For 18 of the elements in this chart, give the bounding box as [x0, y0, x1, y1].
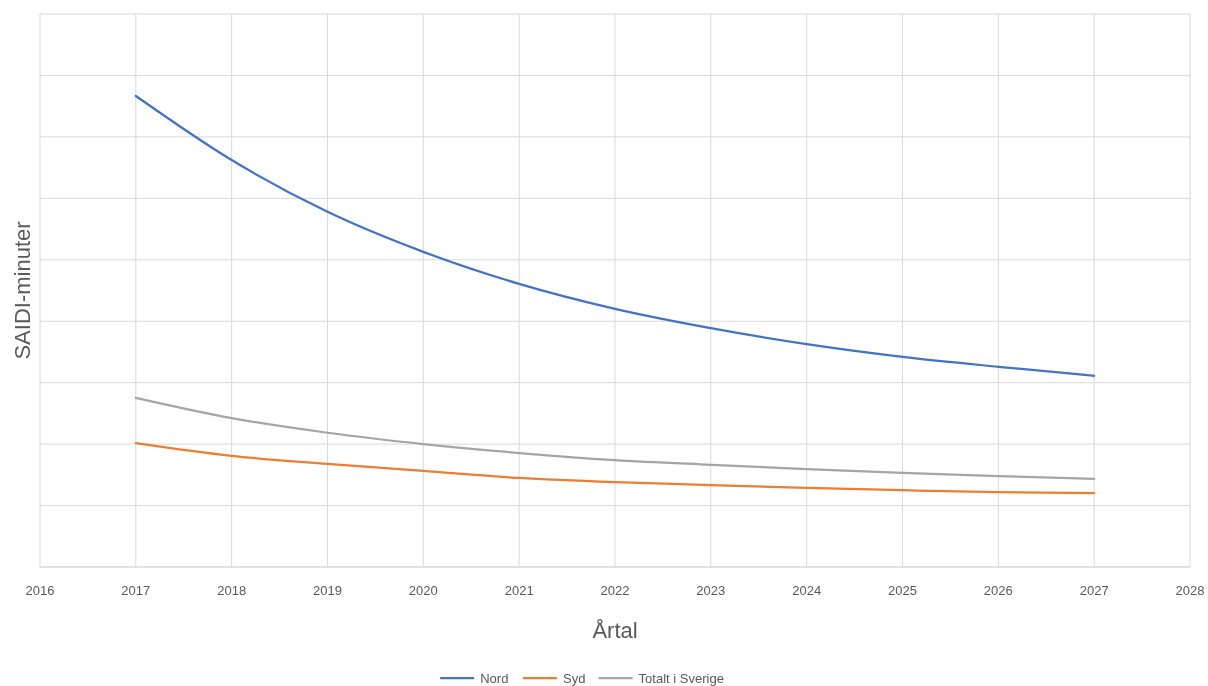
- x-tick-label: 2017: [121, 583, 151, 598]
- x-tick-label: 2018: [217, 583, 247, 598]
- x-tick-label: 2016: [25, 583, 55, 598]
- x-tick-label: 2024: [792, 583, 822, 598]
- x-tick-label: 2027: [1079, 583, 1109, 598]
- x-tick-label: 2022: [600, 583, 630, 598]
- x-tick-label: 2023: [696, 583, 726, 598]
- y-axis-title: SAIDI-minuter: [10, 221, 35, 360]
- x-tick-label: 2020: [408, 583, 438, 598]
- x-tick-label: 2028: [1175, 583, 1205, 598]
- legend-label: Totalt i Sverige: [638, 671, 724, 686]
- x-tick-label: 2026: [983, 583, 1013, 598]
- x-tick-label: 2021: [504, 583, 534, 598]
- legend-label: Syd: [563, 671, 586, 686]
- x-tick-label: 2025: [888, 583, 917, 598]
- x-tick-label: 2019: [313, 583, 342, 598]
- x-axis-title: Årtal: [592, 618, 638, 643]
- legend-label: Nord: [480, 671, 509, 686]
